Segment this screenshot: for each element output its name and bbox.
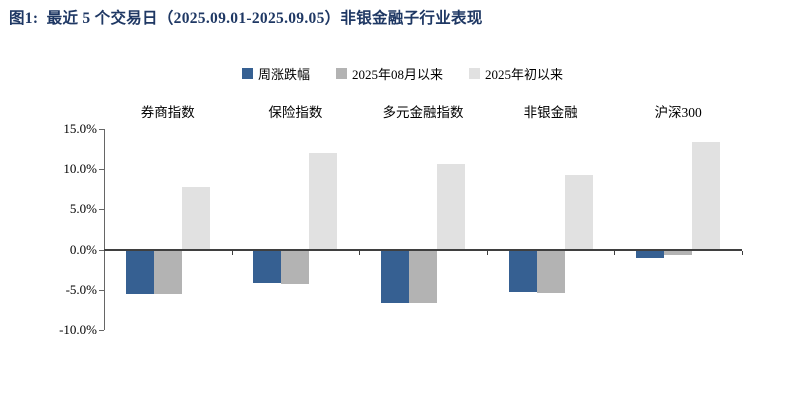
x-tick-mark [359, 250, 360, 255]
bar [309, 153, 338, 250]
bar [636, 249, 665, 258]
bar [508, 249, 537, 293]
y-tick-mark [99, 290, 104, 291]
y-tick-mark [99, 330, 104, 331]
x-tick-mark [742, 250, 743, 255]
bar [536, 249, 565, 293]
y-tick-label: 0.0% [69, 242, 97, 257]
legend-item: 2025年08月以来 [335, 64, 443, 83]
bar [692, 141, 721, 250]
chart-title: 图1: 最近 5 个交易日（2025.09.01-2025.09.05）非银金融… [9, 10, 483, 27]
legend-swatch [335, 68, 347, 79]
y-tick-mark [99, 169, 104, 170]
bar [437, 163, 465, 250]
y-tick-mark [99, 129, 104, 130]
bar [381, 249, 409, 304]
x-tick-mark [487, 250, 488, 255]
category-label: 沪深300 [654, 105, 702, 120]
legend-item: 2025年初以来 [469, 64, 563, 83]
legend-swatch [241, 68, 253, 79]
legend-label: 2025年初以来 [485, 67, 564, 82]
legend-label: 2025年08月以来 [351, 67, 443, 82]
category-label: 券商指数 [140, 105, 195, 120]
category-label: 非银金融 [523, 105, 578, 120]
legend-label: 周涨跌幅 [257, 67, 310, 82]
x-tick-mark [232, 250, 233, 255]
bar [281, 249, 310, 285]
legend-item: 周涨跌幅 [241, 64, 310, 83]
x-tick-mark [614, 250, 615, 255]
y-axis-line [104, 129, 105, 330]
chart-legend: 周涨跌幅 2025年08月以来 2025年初以来 [0, 64, 805, 83]
y-tick-label: 10.0% [63, 161, 97, 176]
bar [409, 249, 437, 303]
category-label: 多元金融指数 [382, 105, 464, 120]
y-tick-label: -10.0% [59, 322, 97, 337]
bar [181, 186, 210, 250]
bar [664, 249, 693, 256]
bar [153, 249, 182, 294]
y-tick-mark [99, 209, 104, 210]
bar [564, 174, 593, 250]
chart-panel [38, 43, 763, 350]
y-tick-label: 5.0% [69, 201, 97, 216]
legend-swatch [469, 68, 480, 79]
y-tick-label: -5.0% [65, 282, 97, 297]
zero-axis-line [104, 248, 742, 251]
y-tick-mark [99, 250, 104, 251]
bar [125, 249, 154, 294]
bar [253, 249, 282, 284]
y-tick-label: 15.0% [63, 121, 97, 136]
category-label: 保险指数 [268, 105, 323, 120]
